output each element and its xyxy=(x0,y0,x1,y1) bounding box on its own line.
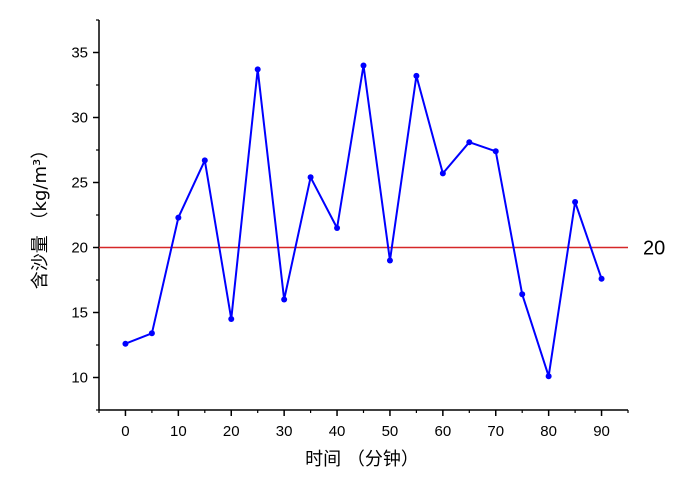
x-tick-label: 60 xyxy=(435,423,452,440)
y-tick-label: 10 xyxy=(71,370,88,387)
reference-line-group: 20 xyxy=(99,238,665,260)
y-tick-label: 35 xyxy=(71,45,88,62)
x-tick-label: 50 xyxy=(382,423,399,440)
y-tick-label: 30 xyxy=(71,110,88,127)
y-tick-label: 25 xyxy=(71,175,88,192)
data-point xyxy=(201,157,208,164)
data-point xyxy=(175,214,182,221)
data-point xyxy=(492,148,499,155)
y-axis-title: 含沙量 （kg/m³） xyxy=(30,141,51,289)
data-point xyxy=(545,373,552,380)
data-point xyxy=(598,275,605,282)
x-axis-title: 时间 （分钟） xyxy=(305,449,419,470)
data-point xyxy=(148,330,155,337)
x-tick-label: 20 xyxy=(223,423,240,440)
data-point xyxy=(386,257,393,264)
x-tick-label: 80 xyxy=(540,423,557,440)
data-point xyxy=(413,72,420,79)
x-tick-label: 70 xyxy=(487,423,504,440)
data-point xyxy=(439,170,446,177)
data-point xyxy=(254,66,261,73)
data-point xyxy=(572,199,579,205)
reference-line-label: 20 xyxy=(643,238,665,260)
y-tick-label: 20 xyxy=(71,240,88,257)
data-point xyxy=(122,340,129,347)
x-tick-label: 30 xyxy=(276,423,293,440)
data-point xyxy=(307,174,314,181)
series-line xyxy=(125,64,603,378)
x-tick-label: 90 xyxy=(593,423,610,440)
y-tick-label: 15 xyxy=(71,305,88,322)
data-point xyxy=(228,316,235,322)
data-point xyxy=(360,62,367,69)
x-tick-label: 10 xyxy=(170,423,187,440)
axes: 10 15 20 25 30 35 0 10 20 30 40 50 60 70 80 90 xyxy=(71,19,629,440)
x-tick-label: 0 xyxy=(121,423,129,440)
series-group xyxy=(122,62,605,380)
data-point xyxy=(281,296,288,303)
data-point xyxy=(334,225,341,231)
x-tick-label: 40 xyxy=(329,423,346,440)
data-point xyxy=(466,139,473,146)
data-point xyxy=(519,291,526,298)
